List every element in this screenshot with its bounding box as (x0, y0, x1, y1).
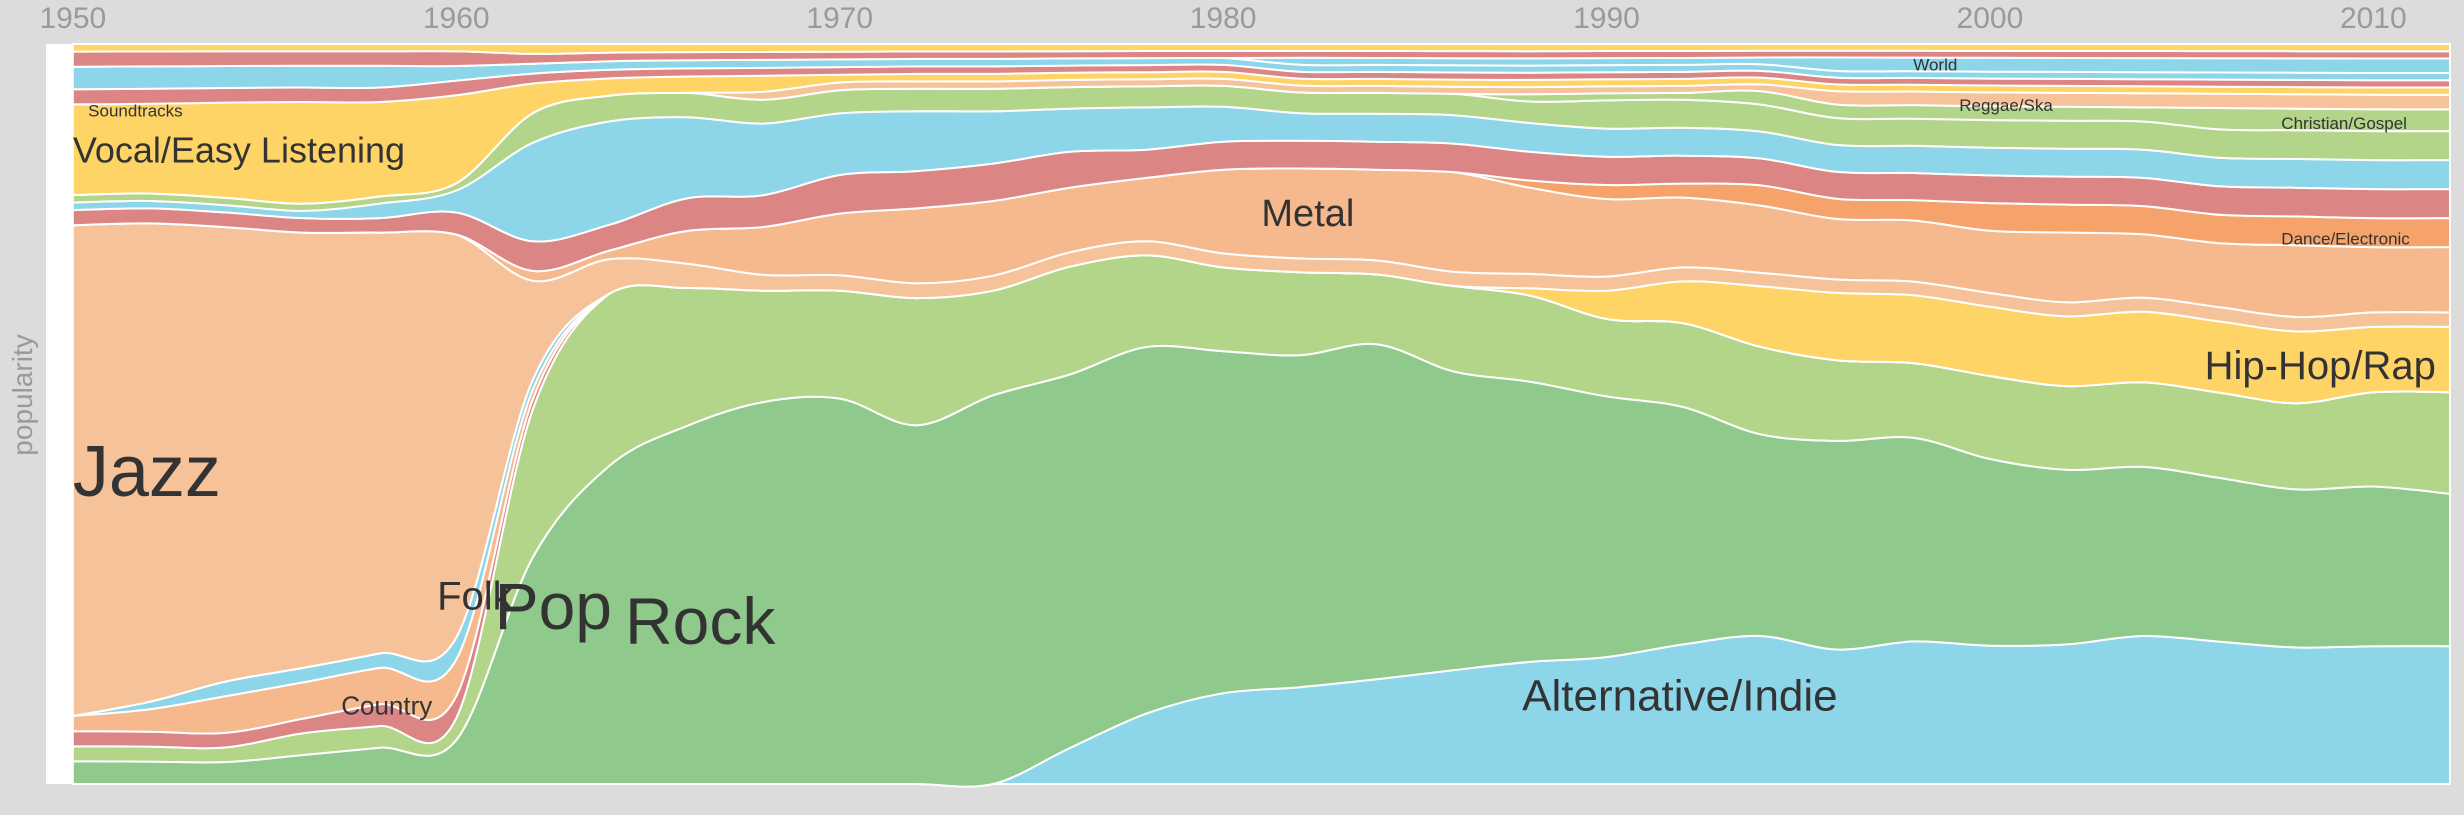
x-tick-label: 1990 (1573, 2, 1640, 35)
genre-label: World (1913, 55, 1957, 74)
x-axis-ticks: 1950 1960 1970 1980 1990 2000 2010 (39, 2, 2406, 35)
genre-label: Vocal/Easy Listening (73, 129, 405, 170)
genre-label: Alternative/Indie (1522, 672, 1838, 721)
genre-label: Jazz (73, 432, 221, 512)
genre-label: Hip-Hop/Rap (2205, 344, 2436, 388)
genre-label: Pop (495, 569, 612, 643)
x-tick-label: 1960 (423, 2, 490, 35)
genre-label: Reggae/Ska (1959, 96, 2053, 115)
genre-labels: Jazz Pop Rock Folk Country Metal Vocal/Easy Li… (73, 55, 2436, 720)
genre-label: Folk (437, 575, 514, 619)
x-tick-label: 2000 (1957, 2, 2024, 35)
stream-layers (46, 42, 2451, 788)
genre-label: Rock (625, 584, 776, 658)
x-tick-label: 2010 (2340, 2, 2407, 35)
x-tick-label: 1970 (806, 2, 873, 35)
genre-label: Dance/Electronic (2281, 229, 2410, 248)
y-axis-label: popularity (7, 334, 38, 455)
genre-label: Soundtracks (88, 102, 183, 121)
x-tick-label: 1980 (1190, 2, 1257, 35)
stream-band[interactable] (71, 42, 2451, 55)
genre-label: Metal (1261, 193, 1354, 235)
genre-label: Country (341, 690, 432, 720)
genre-label: Christian/Gospel (2281, 114, 2407, 133)
x-tick-label: 1950 (39, 2, 106, 35)
